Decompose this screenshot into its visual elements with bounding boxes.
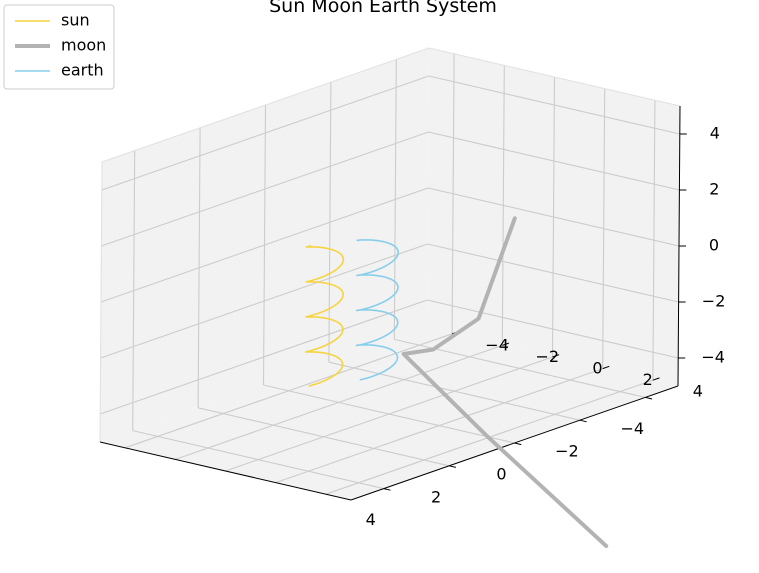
x-axis-tick-label: 2 [431,487,441,506]
x-axis-tick [645,396,653,400]
legend: sun moon earth [3,4,115,90]
series-moon-line [401,216,609,548]
x-axis-tick-label: −2 [555,442,579,461]
pane-edge [101,47,430,163]
x-axis-tick-label: 4 [366,510,376,529]
y-axis-tick-label: −2 [536,347,560,366]
y-axis-tick-label: −4 [485,335,509,354]
y-axis-tick-label: 4 [693,382,703,401]
y-axis-tick-label: 2 [643,370,653,389]
tick-marks: −4 −2 0 2 4 −4 −2 0 2 4 −4 −2 0 2 4 [366,124,726,530]
series-earth-line [355,238,399,381]
grid-line-y-floor [124,333,453,449]
grid-line-y-floor [275,368,603,484]
y-axis-tick [602,365,610,370]
x-axis-tick-label: −4 [621,419,645,438]
legend-label-earth: earth [61,61,104,80]
z-axis-tick-label: −2 [702,292,726,311]
grid-line-z-xz [100,187,429,303]
grid-line-y-floor [225,356,553,472]
pane-edge [428,47,681,107]
grid-line-z-yz [428,75,680,135]
series-layer [304,216,609,548]
y-axis-tick [502,342,510,346]
grid-line-z-xz [100,299,428,415]
grid-line-z-yz [427,187,680,247]
grid-line-z-xz [101,75,429,191]
z-axis-tick-label: −4 [701,348,725,367]
x-axis-tick [579,419,587,423]
x-axis-tick [448,465,457,468]
x-axis-tick [383,488,391,491]
z-axis-tick-label: 2 [709,180,719,199]
chart-title: Sun Moon Earth System [269,0,497,17]
grid-line-z-xz [101,131,429,247]
grid-line-z-yz [428,131,680,191]
grid-line-y-floor [175,344,503,460]
grid-line-z-xz [100,243,428,359]
y-axis-tick [552,354,560,358]
legend-label-moon: moon [61,36,106,55]
grid-line-z-yz [427,299,679,359]
z-axis-tick-label: 4 [710,124,720,143]
x-axis-tick [514,442,522,446]
y-axis-tick [652,377,660,381]
x-axis-line [99,441,352,501]
z-axis-tick-label: 0 [709,236,719,255]
legend-frame [3,4,115,90]
y-axis-tick-label: 0 [592,359,602,378]
x-axis-tick-label: 0 [496,465,506,484]
axes-panes [100,48,680,500]
grid-line-z-yz [427,243,679,303]
legend-label-sun: sun [61,11,90,30]
pane-edge [99,161,103,443]
series-sun-line [304,245,345,387]
